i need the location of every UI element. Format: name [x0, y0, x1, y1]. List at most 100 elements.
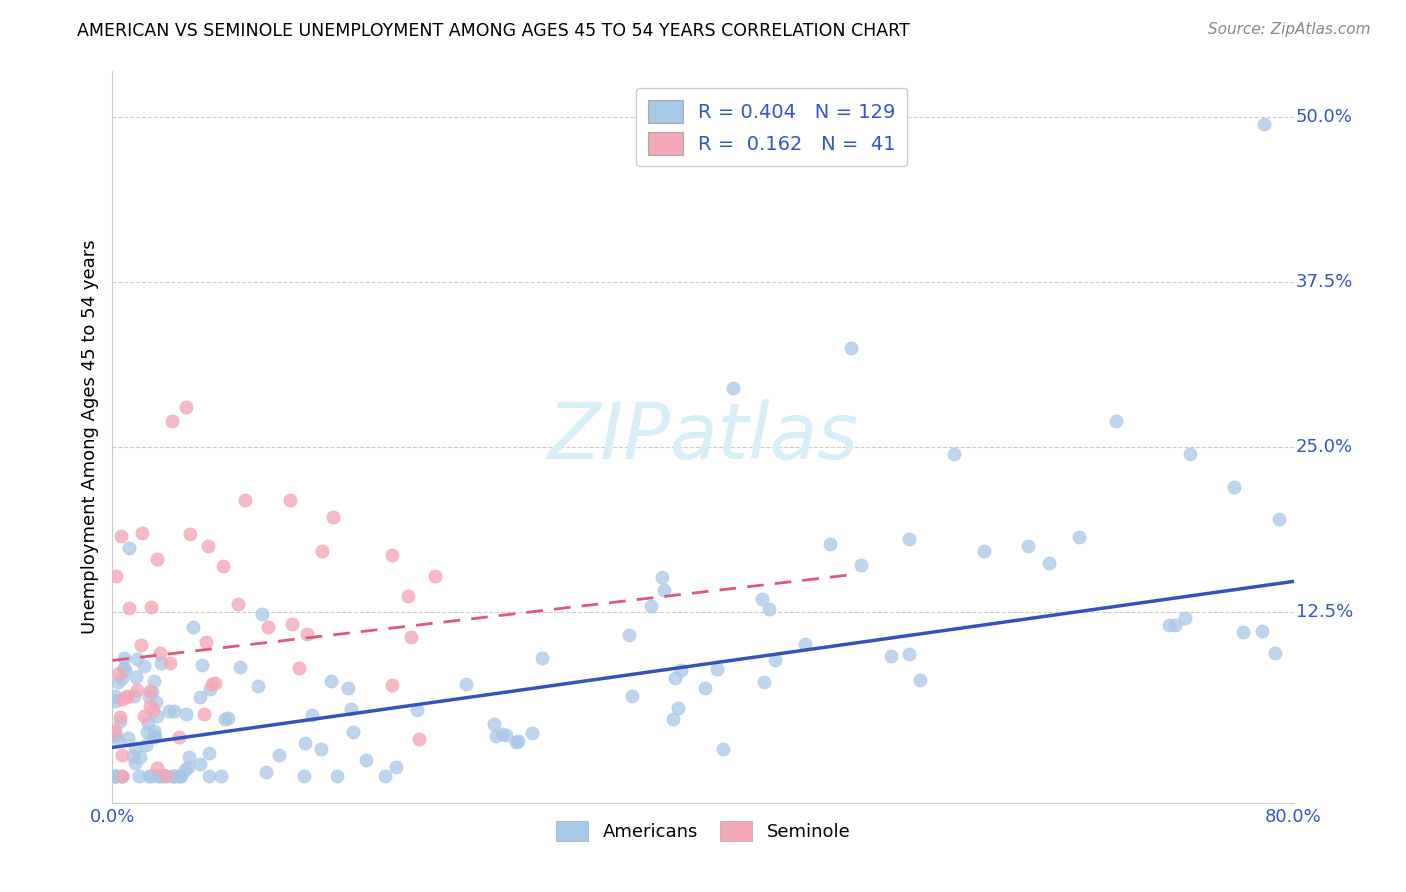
Point	[254, 764, 277, 779]
Point	[107, 731, 129, 746]
Point	[162, 769, 184, 783]
Point	[195, 635, 218, 649]
Point	[721, 381, 744, 395]
Point	[117, 731, 139, 746]
Point	[139, 599, 162, 614]
Point	[174, 763, 197, 777]
Point	[174, 401, 197, 415]
Point	[121, 749, 143, 764]
Point	[136, 716, 159, 731]
Point	[127, 652, 149, 666]
Point	[311, 741, 333, 756]
Point	[229, 660, 252, 674]
Point	[176, 707, 198, 722]
Point	[651, 569, 673, 583]
Point	[897, 533, 920, 547]
Point	[508, 734, 530, 748]
Point	[292, 769, 315, 783]
Point	[485, 729, 508, 743]
Point	[148, 769, 170, 783]
Point	[112, 650, 135, 665]
Point	[311, 544, 333, 558]
Point	[128, 769, 150, 783]
Point	[880, 648, 903, 663]
Point	[104, 769, 127, 783]
Point	[763, 653, 786, 667]
Point	[1178, 446, 1201, 460]
Point	[146, 552, 169, 566]
Point	[118, 601, 141, 615]
Point	[145, 695, 167, 709]
Point	[374, 769, 396, 783]
Point	[181, 620, 204, 634]
Point	[396, 590, 419, 604]
Point	[695, 681, 717, 696]
Point	[1038, 557, 1060, 571]
Point	[163, 704, 186, 718]
Point	[111, 671, 134, 685]
Point	[145, 709, 167, 723]
Point	[973, 544, 995, 558]
Text: Source: ZipAtlas.com: Source: ZipAtlas.com	[1208, 22, 1371, 37]
Point	[281, 616, 304, 631]
Point	[198, 746, 221, 760]
Text: 37.5%: 37.5%	[1296, 273, 1353, 291]
Point	[110, 529, 132, 543]
Point	[849, 558, 872, 573]
Point	[209, 769, 232, 783]
Point	[204, 676, 226, 690]
Point	[115, 690, 138, 704]
Point	[354, 753, 377, 767]
Point	[820, 537, 842, 551]
Point	[711, 741, 734, 756]
Point	[124, 756, 146, 771]
Point	[163, 769, 186, 783]
Point	[278, 492, 301, 507]
Point	[188, 756, 211, 771]
Point	[754, 675, 776, 690]
Point	[142, 730, 165, 744]
Point	[662, 712, 685, 726]
Point	[188, 690, 211, 705]
Point	[495, 728, 517, 742]
Point	[150, 769, 173, 783]
Point	[1264, 647, 1286, 661]
Point	[169, 769, 191, 783]
Point	[336, 681, 359, 696]
Point	[118, 541, 141, 556]
Point	[136, 724, 159, 739]
Point	[294, 736, 316, 750]
Point	[1253, 117, 1275, 131]
Point	[839, 341, 862, 355]
Point	[104, 769, 127, 783]
Point	[482, 717, 505, 731]
Point	[104, 769, 127, 783]
Point	[150, 657, 173, 671]
Point	[751, 591, 773, 606]
Point	[1232, 625, 1254, 640]
Point	[166, 769, 188, 783]
Point	[125, 682, 148, 697]
Point	[198, 682, 221, 697]
Point	[319, 674, 342, 689]
Point	[110, 714, 132, 728]
Point	[640, 599, 662, 613]
Point	[155, 769, 177, 783]
Point	[217, 711, 239, 725]
Point	[179, 749, 201, 764]
Point	[146, 761, 169, 775]
Text: 50.0%: 50.0%	[1296, 109, 1353, 127]
Point	[1174, 611, 1197, 625]
Point	[141, 702, 163, 716]
Point	[104, 726, 127, 740]
Point	[942, 446, 965, 460]
Point	[128, 749, 150, 764]
Point	[111, 769, 134, 783]
Point	[138, 690, 160, 704]
Point	[197, 769, 219, 783]
Point	[104, 729, 127, 743]
Point	[169, 769, 191, 783]
Point	[1164, 618, 1187, 632]
Point	[104, 769, 127, 783]
Point	[522, 726, 544, 740]
